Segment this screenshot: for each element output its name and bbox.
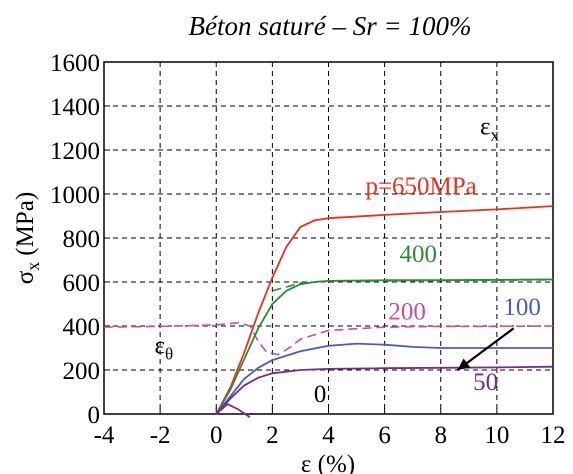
strain-label: εθ [155,333,174,364]
y-tick-label: 200 [63,358,101,385]
series-label: 0 [314,381,327,408]
chart-title: Béton saturé – Sr = 100% [189,11,472,41]
y-axis-label-sub: x [23,262,43,271]
series-line [215,278,554,415]
axis-ticks: -4 -2 0 2 4 6 8 10 12020040060080010001200140016… [50,50,566,449]
annotations-group: p=650MPa 400 200 100 50 0 εx εθ [155,114,541,408]
x-tick-label: 10 [484,422,509,449]
y-axis-label: σx (MPa) [12,192,43,284]
y-tick-label: 400 [63,314,101,341]
y-tick-label: 1200 [50,138,100,165]
x-tick-label: 0 [210,422,223,449]
x-tick-label: 6 [378,422,391,449]
y-tick-label: 600 [63,270,101,297]
x-tick-label: 2 [266,422,279,449]
x-tick-label: -2 [150,422,171,449]
y-tick-label: 800 [63,226,101,253]
svg-text:σx(MPa): σx (MPa) [12,192,43,284]
y-tick-label: 1400 [50,94,100,121]
y-tick-label: 1000 [50,182,100,209]
y-tick-label: 0 [88,402,101,429]
x-tick-label: 12 [541,422,566,449]
x-axis-label: ε (%) [301,451,355,474]
series-label: p=650MPa [365,173,476,200]
series-line [215,205,554,415]
y-axis-label-main: σ [12,270,39,284]
arrow-head [457,358,471,370]
series-group [103,205,554,419]
series-label: 200 [388,298,426,325]
x-tick-label: -4 [94,422,115,449]
series-label: 400 [400,241,438,268]
series-line [215,342,553,415]
y-axis-label-unit: (MPa) [12,192,39,256]
strain-label: εx [480,114,500,145]
y-tick-label: 1600 [50,50,100,77]
x-tick-label: 4 [322,422,335,449]
series-label: 100 [503,294,541,321]
etheta-series-line [103,321,554,356]
x-tick-label: 8 [435,422,448,449]
series-line [215,403,251,419]
series-label: 50 [473,369,498,396]
